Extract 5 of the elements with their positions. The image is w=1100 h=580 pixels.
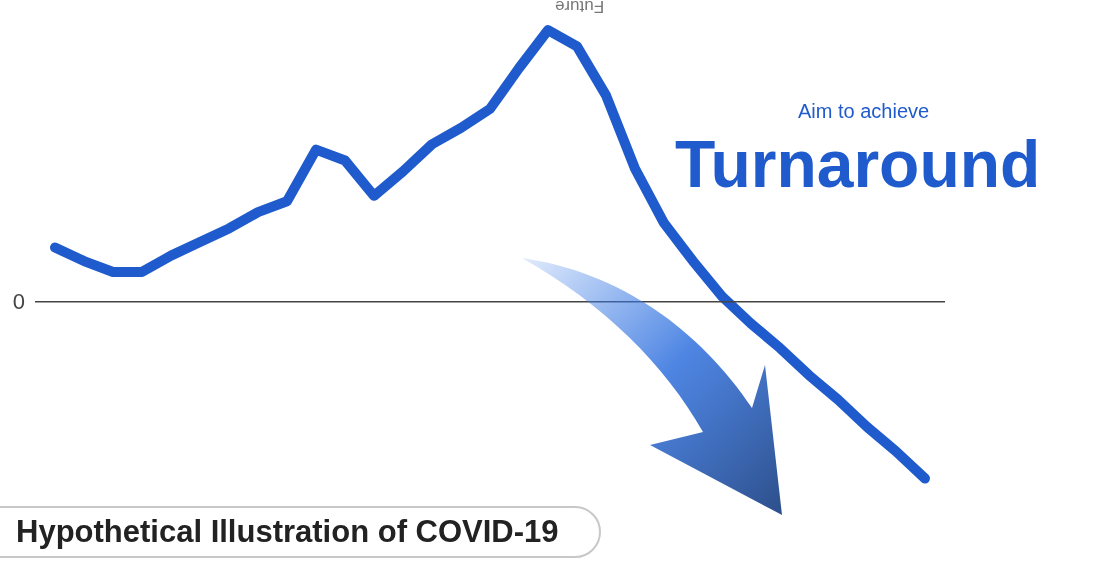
text: Hypothetical Illustration of COVID-19	[0, 506, 601, 558]
annotation: Turnaround	[675, 126, 1041, 202]
annotation: Aim to achieve	[798, 100, 930, 123]
ref-line-label: 0	[12, 288, 25, 314]
text: Future	[555, 0, 605, 16]
